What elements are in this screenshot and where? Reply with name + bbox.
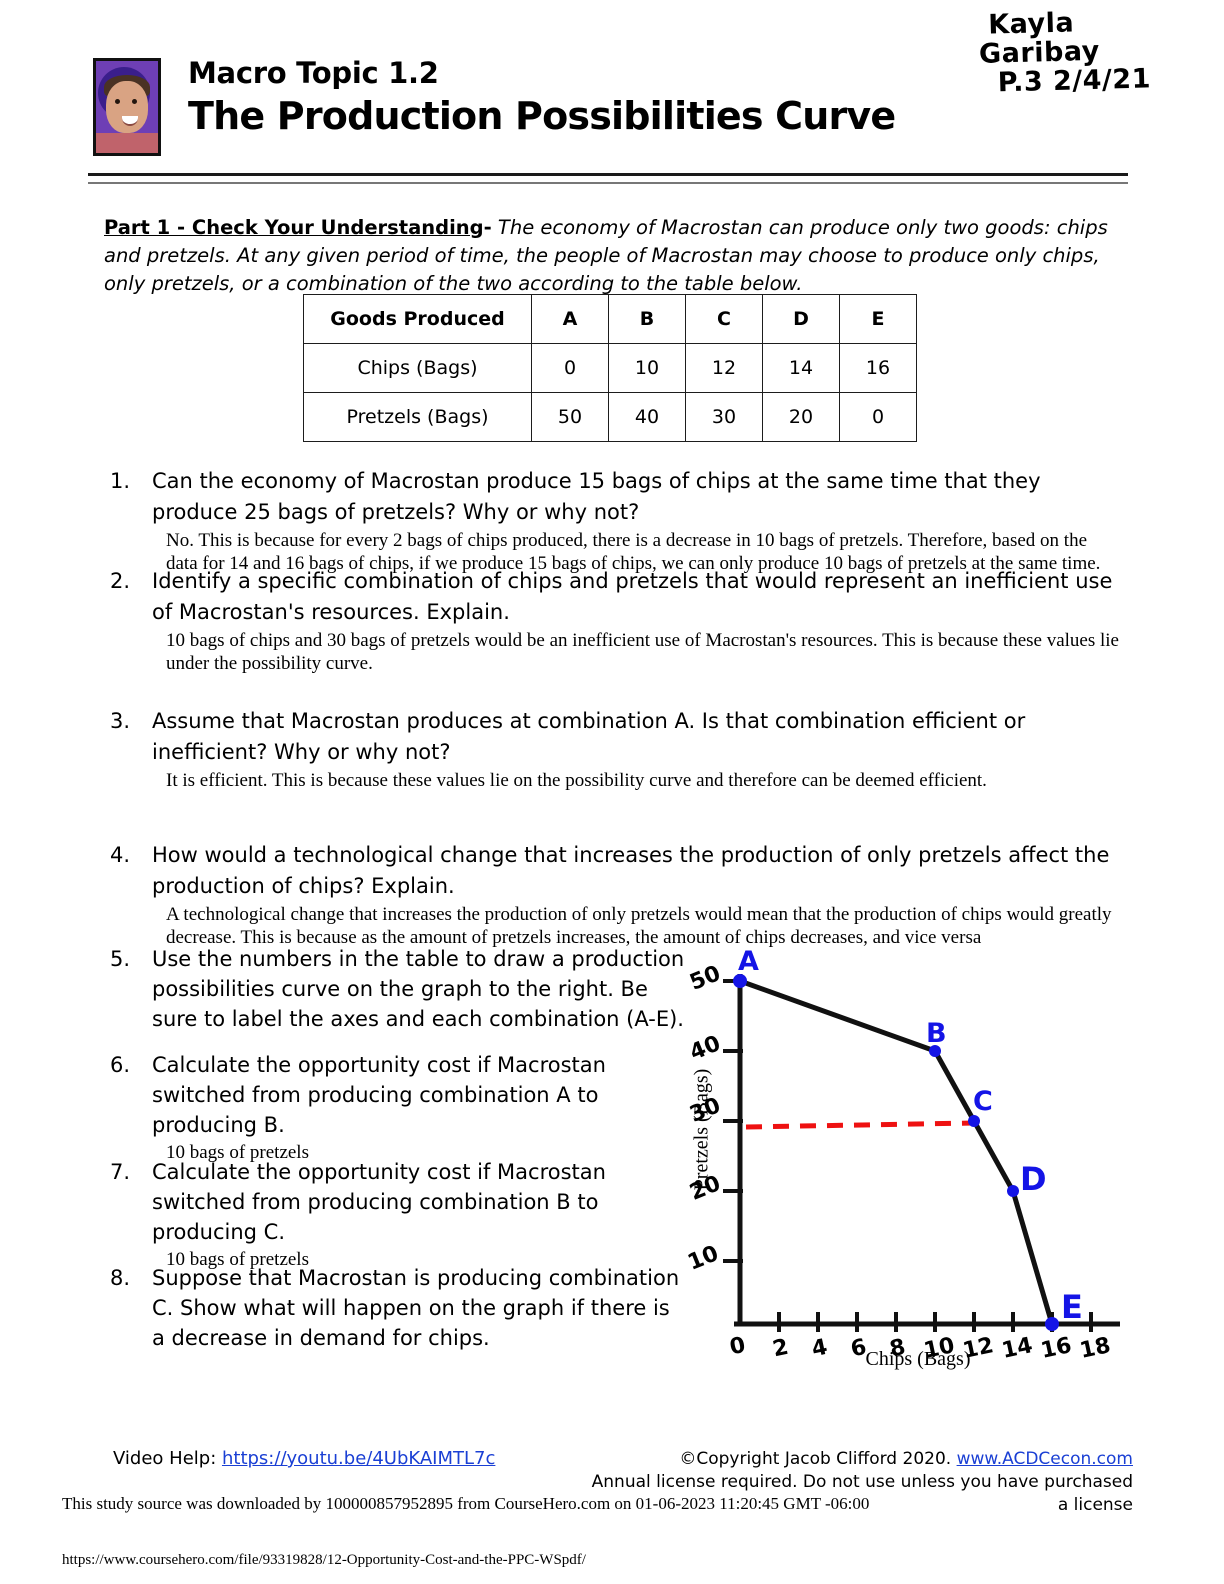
table-header-row: Goods Produced A B C D E [303, 294, 917, 344]
ppc-data-points [733, 974, 1059, 1331]
question-7-text: Calculate the opportunity cost if Macros… [152, 1160, 606, 1244]
question-5: 5. Use the numbers in the table to draw … [110, 944, 685, 1034]
video-help-label: Video Help: [113, 1448, 222, 1469]
question-4-text: How would a technological change that in… [152, 843, 1110, 898]
copyright-text: ©Copyright Jacob Clifford 2020. [679, 1449, 952, 1469]
point-label-c: C [973, 1086, 993, 1117]
chips-c: 12 [685, 343, 763, 393]
question-3-number: 3. [110, 709, 131, 733]
point-label-a: A [738, 946, 759, 977]
intro-dash: - [483, 215, 492, 239]
row-label-pretzels: Pretzels (Bags) [303, 392, 532, 442]
page-title: The Production Possibilities Curve [188, 94, 896, 138]
question-2-text: Identify a specific combination of chips… [152, 569, 1113, 624]
y-axis-title: Pretzels (Bags) [690, 1068, 713, 1191]
student-name-handwriting: Kayla Garibay P.3 2/4/21 [974, 5, 1206, 98]
license-note: Annual license required. Do not use unle… [591, 1472, 1133, 1515]
question-1: 1. Can the economy of Macrostan produce … [110, 466, 1120, 575]
ppc-curve-line [739, 978, 1055, 1325]
question-7: 7. Calculate the opportunity cost if Mac… [110, 1157, 685, 1271]
chips-e: 16 [839, 343, 917, 393]
question-4-number: 4. [110, 843, 131, 867]
x-axis-title: Chips (Bags) [865, 1348, 971, 1370]
question-8-text: Suppose that Macrostan is producing comb… [152, 1266, 680, 1350]
download-notice: This study source was downloaded by 1000… [62, 1494, 870, 1513]
question-2: 2. Identify a specific combination of ch… [110, 566, 1120, 675]
question-3-answer[interactable]: It is efficient. This is because these v… [166, 770, 987, 791]
pretzels-e: 0 [839, 392, 917, 442]
col-header-e: E [839, 294, 917, 344]
question-2-number: 2. [110, 569, 131, 593]
question-1-text: Can the economy of Macrostan produce 15 … [152, 469, 1041, 524]
question-5-text: Use the numbers in the table to draw a p… [152, 947, 685, 1031]
question-5-number: 5. [110, 947, 131, 971]
intro-body: The economy of Macrostan can produce onl… [104, 215, 1108, 295]
question-6: 6. Calculate the opportunity cost if Mac… [110, 1050, 685, 1164]
acdcecon-link[interactable]: www.ACDCecon.com [956, 1449, 1133, 1469]
ppc-graph: 50 40 30 20 10 0 2 4 6 8 10 12 14 16 18 … [668, 938, 1128, 1388]
pretzels-c: 30 [685, 392, 763, 442]
pretzels-a: 50 [531, 392, 609, 442]
copyright-block: ©Copyright Jacob Clifford 2020. www.ACDC… [588, 1448, 1133, 1517]
copyright-line: ©Copyright Jacob Clifford 2020. www.ACDC… [588, 1448, 1133, 1471]
page-header: Macro Topic 1.2 The Production Possibili… [88, 48, 1128, 173]
avatar-mouth [122, 116, 138, 126]
point-d-marker [1007, 1185, 1019, 1197]
question-4-answer[interactable]: A technological change that increases th… [166, 904, 1112, 948]
avatar-shirt [96, 133, 158, 153]
avatar-eye-left [115, 99, 120, 104]
avatar-eye-right [132, 99, 137, 104]
question-3: 3. Assume that Macrostan produces at com… [110, 706, 1120, 792]
question-7-answer[interactable]: 10 bags of pretzels [166, 1249, 309, 1270]
point-label-b: B [926, 1018, 947, 1049]
ppc-graph-svg [723, 974, 1120, 1332]
col-header-goods: Goods Produced [303, 294, 532, 344]
question-2-answer[interactable]: 10 bags of chips and 30 bags of pretzels… [166, 630, 1119, 674]
chips-b: 10 [608, 343, 686, 393]
topic-label: Macro Topic 1.2 [188, 56, 439, 90]
col-header-a: A [531, 294, 609, 344]
video-help: Video Help: https://youtu.be/4UbKAIMTL7c [113, 1448, 495, 1469]
point-e-marker [1045, 1317, 1059, 1331]
header-divider [88, 173, 1128, 184]
question-3-text: Assume that Macrostan produces at combin… [152, 709, 1026, 764]
question-4: 4. How would a technological change that… [110, 840, 1120, 949]
question-8: 8. Suppose that Macrostan is producing c… [110, 1263, 685, 1353]
student-period-date: P.3 2/4/21 [997, 63, 1152, 99]
part-1-heading: Part 1 - Check Your Understanding [104, 215, 484, 239]
chips-a: 0 [531, 343, 609, 393]
pretzels-d: 20 [762, 392, 840, 442]
point-label-d: D [1020, 1160, 1047, 1198]
question-6-text: Calculate the opportunity cost if Macros… [152, 1053, 606, 1137]
point-c-marker [968, 1115, 980, 1127]
demand-decrease-dashed-line [745, 1120, 975, 1130]
title-block: Macro Topic 1.2 The Production Possibili… [188, 48, 896, 139]
goods-produced-table: Goods Produced A B C D E Chips (Bags) 0 … [303, 294, 917, 442]
question-8-number: 8. [110, 1266, 131, 1290]
question-1-number: 1. [110, 469, 131, 493]
video-help-link[interactable]: https://youtu.be/4UbKAIMTL7c [221, 1448, 496, 1469]
chips-d: 14 [762, 343, 840, 393]
pretzels-b: 40 [608, 392, 686, 442]
question-1-answer[interactable]: No. This is because for every 2 bags of … [166, 530, 1101, 574]
source-url: https://www.coursehero.com/file/93319828… [62, 1552, 586, 1568]
row-label-chips: Chips (Bags) [303, 343, 532, 393]
question-6-answer[interactable]: 10 bags of pretzels [166, 1142, 309, 1163]
col-header-b: B [608, 294, 686, 344]
intro-paragraph: Part 1 - Check Your Understanding- The e… [104, 214, 1120, 298]
avatar [93, 58, 161, 156]
point-label-e: E [1061, 1288, 1083, 1326]
point-b-marker [929, 1045, 941, 1057]
point-a-marker [733, 974, 747, 988]
question-6-number: 6. [110, 1053, 131, 1077]
question-7-number: 7. [110, 1160, 131, 1184]
table-row: Chips (Bags) 0 10 12 14 16 [303, 343, 917, 393]
table-row: Pretzels (Bags) 50 40 30 20 0 [303, 392, 917, 442]
col-header-c: C [685, 294, 763, 344]
col-header-d: D [762, 294, 840, 344]
